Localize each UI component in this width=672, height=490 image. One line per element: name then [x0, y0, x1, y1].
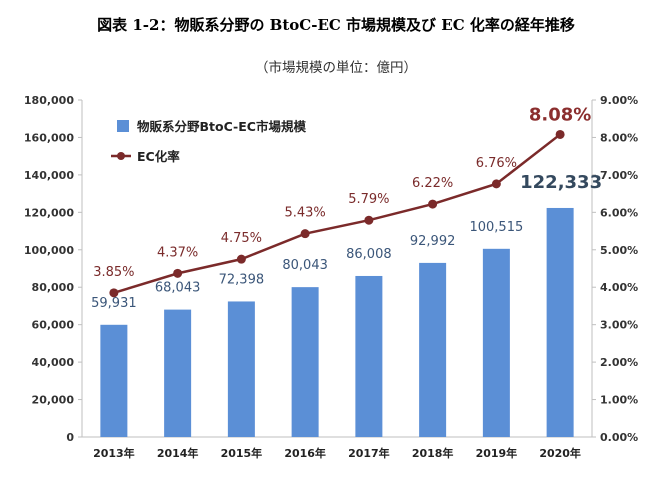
x-tick-label: 2015年 [221, 446, 263, 460]
bar [100, 324, 128, 437]
legend-line-label: EC化率 [137, 149, 180, 164]
axes: 0 20,000 40,000 60,000 80,000 100,000 120,000 1… [24, 94, 638, 460]
ec-rate-point [491, 179, 501, 189]
y-right-tick-label: 4.00% [600, 281, 638, 294]
y-right-tick-label: 9.00% [600, 94, 638, 107]
y-left-tick-label: 160,000 [24, 131, 74, 144]
y-left-tick-label: 20,000 [32, 394, 75, 407]
y-left-tick-label: 100,000 [24, 244, 74, 257]
rate-value-label: 4.37% [157, 245, 198, 260]
y-left-tick-label: 60,000 [32, 319, 75, 332]
chart-title: 図表 1-2：物販系分野の BtoC-EC 市場規模及び EC 化率の経年推移 [97, 16, 575, 34]
x-tick-label: 2020年 [539, 446, 581, 460]
y-right-tick-label: 6.00% [600, 206, 638, 219]
line-series [109, 129, 565, 298]
bar-value-label: 68,043 [155, 281, 201, 296]
x-tick-label: 2013年 [93, 446, 135, 460]
bar-value-label: 122,333 [520, 172, 602, 193]
rate-value-label: 5.79% [348, 192, 389, 207]
y-left-tick-label: 80,000 [32, 281, 75, 294]
bar-value-label: 80,043 [282, 258, 328, 273]
bar [482, 248, 510, 437]
data-labels: 59,931 68,043 72,398 80,043 86,008 92,992 100,… [91, 104, 602, 310]
legend-bar-swatch [117, 120, 129, 132]
bar [355, 275, 383, 437]
bar-value-label: 59,931 [91, 296, 137, 311]
ec-rate-point [364, 215, 374, 225]
ec-rate-point [428, 199, 438, 209]
y-right-tick-label: 1.00% [600, 394, 638, 407]
y-left-tick-label: 180,000 [24, 94, 74, 107]
bar-value-label: 92,992 [410, 234, 456, 249]
y-right-tick-label: 2.00% [600, 356, 638, 369]
y-left-tick-label: 140,000 [24, 169, 74, 182]
y-left-tick-label: 0 [66, 431, 74, 444]
bar-value-label: 72,398 [219, 272, 265, 287]
ec-rate-line [113, 133, 561, 295]
y-left-tick-label: 40,000 [32, 356, 75, 369]
y-right-tick-label: 7.00% [600, 169, 638, 182]
rate-value-label: 3.85% [93, 265, 134, 280]
ec-rate-point [109, 288, 119, 298]
bar-series [100, 207, 574, 437]
x-tick-label: 2019年 [476, 446, 518, 460]
ec-rate-point [555, 129, 565, 139]
chart-subtitle: （市場規模の単位：億円） [255, 60, 417, 76]
x-tick-label: 2017年 [348, 446, 390, 460]
ec-rate-point [300, 229, 310, 239]
y-right-tick-label: 8.00% [600, 131, 638, 144]
bar-value-label: 86,008 [346, 247, 392, 262]
y-right-tick-label: 0.00% [600, 431, 638, 444]
rate-value-label: 4.75% [221, 231, 262, 246]
legend-bar-label: 物販系分野BtoC-EC市場規模 [137, 119, 306, 134]
ec-rate-point [173, 268, 183, 278]
x-tick-label: 2018年 [412, 446, 454, 460]
bar [227, 301, 255, 437]
legend-line-marker [117, 152, 125, 160]
rate-value-label: 6.22% [412, 176, 453, 191]
bar [291, 287, 319, 437]
x-tick-label: 2014年 [157, 446, 199, 460]
y-right-tick-label: 5.00% [600, 244, 638, 257]
rate-value-label: 6.76% [476, 156, 517, 171]
bar [164, 309, 192, 437]
ec-rate-point [236, 254, 246, 264]
bar [419, 262, 447, 437]
x-tick-label: 2016年 [284, 446, 326, 460]
legend: 物販系分野BtoC-EC市場規模 EC化率 [111, 119, 306, 164]
y-left-tick-label: 120,000 [24, 206, 74, 219]
rate-value-label: 8.08% [529, 104, 591, 125]
rate-value-label: 5.43% [284, 206, 325, 221]
y-right-tick-label: 3.00% [600, 319, 638, 332]
bar [546, 207, 574, 437]
bar-value-label: 100,515 [469, 220, 523, 235]
